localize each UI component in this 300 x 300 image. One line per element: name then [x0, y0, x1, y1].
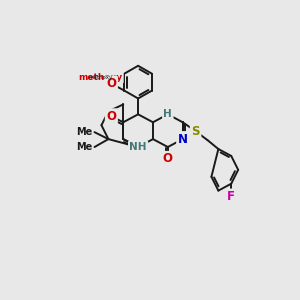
- Text: Me: Me: [76, 127, 92, 137]
- Text: S: S: [191, 125, 200, 138]
- Text: Me: Me: [76, 142, 92, 152]
- Text: O: O: [106, 77, 116, 90]
- Text: O: O: [106, 110, 116, 123]
- Text: methoxy: methoxy: [78, 73, 122, 82]
- Text: NH: NH: [129, 142, 147, 152]
- Text: H: H: [164, 109, 172, 119]
- Text: N: N: [178, 133, 188, 146]
- Text: O: O: [107, 79, 116, 88]
- Text: O: O: [163, 152, 173, 165]
- Text: F: F: [227, 190, 235, 203]
- Text: methoxy: methoxy: [88, 75, 112, 80]
